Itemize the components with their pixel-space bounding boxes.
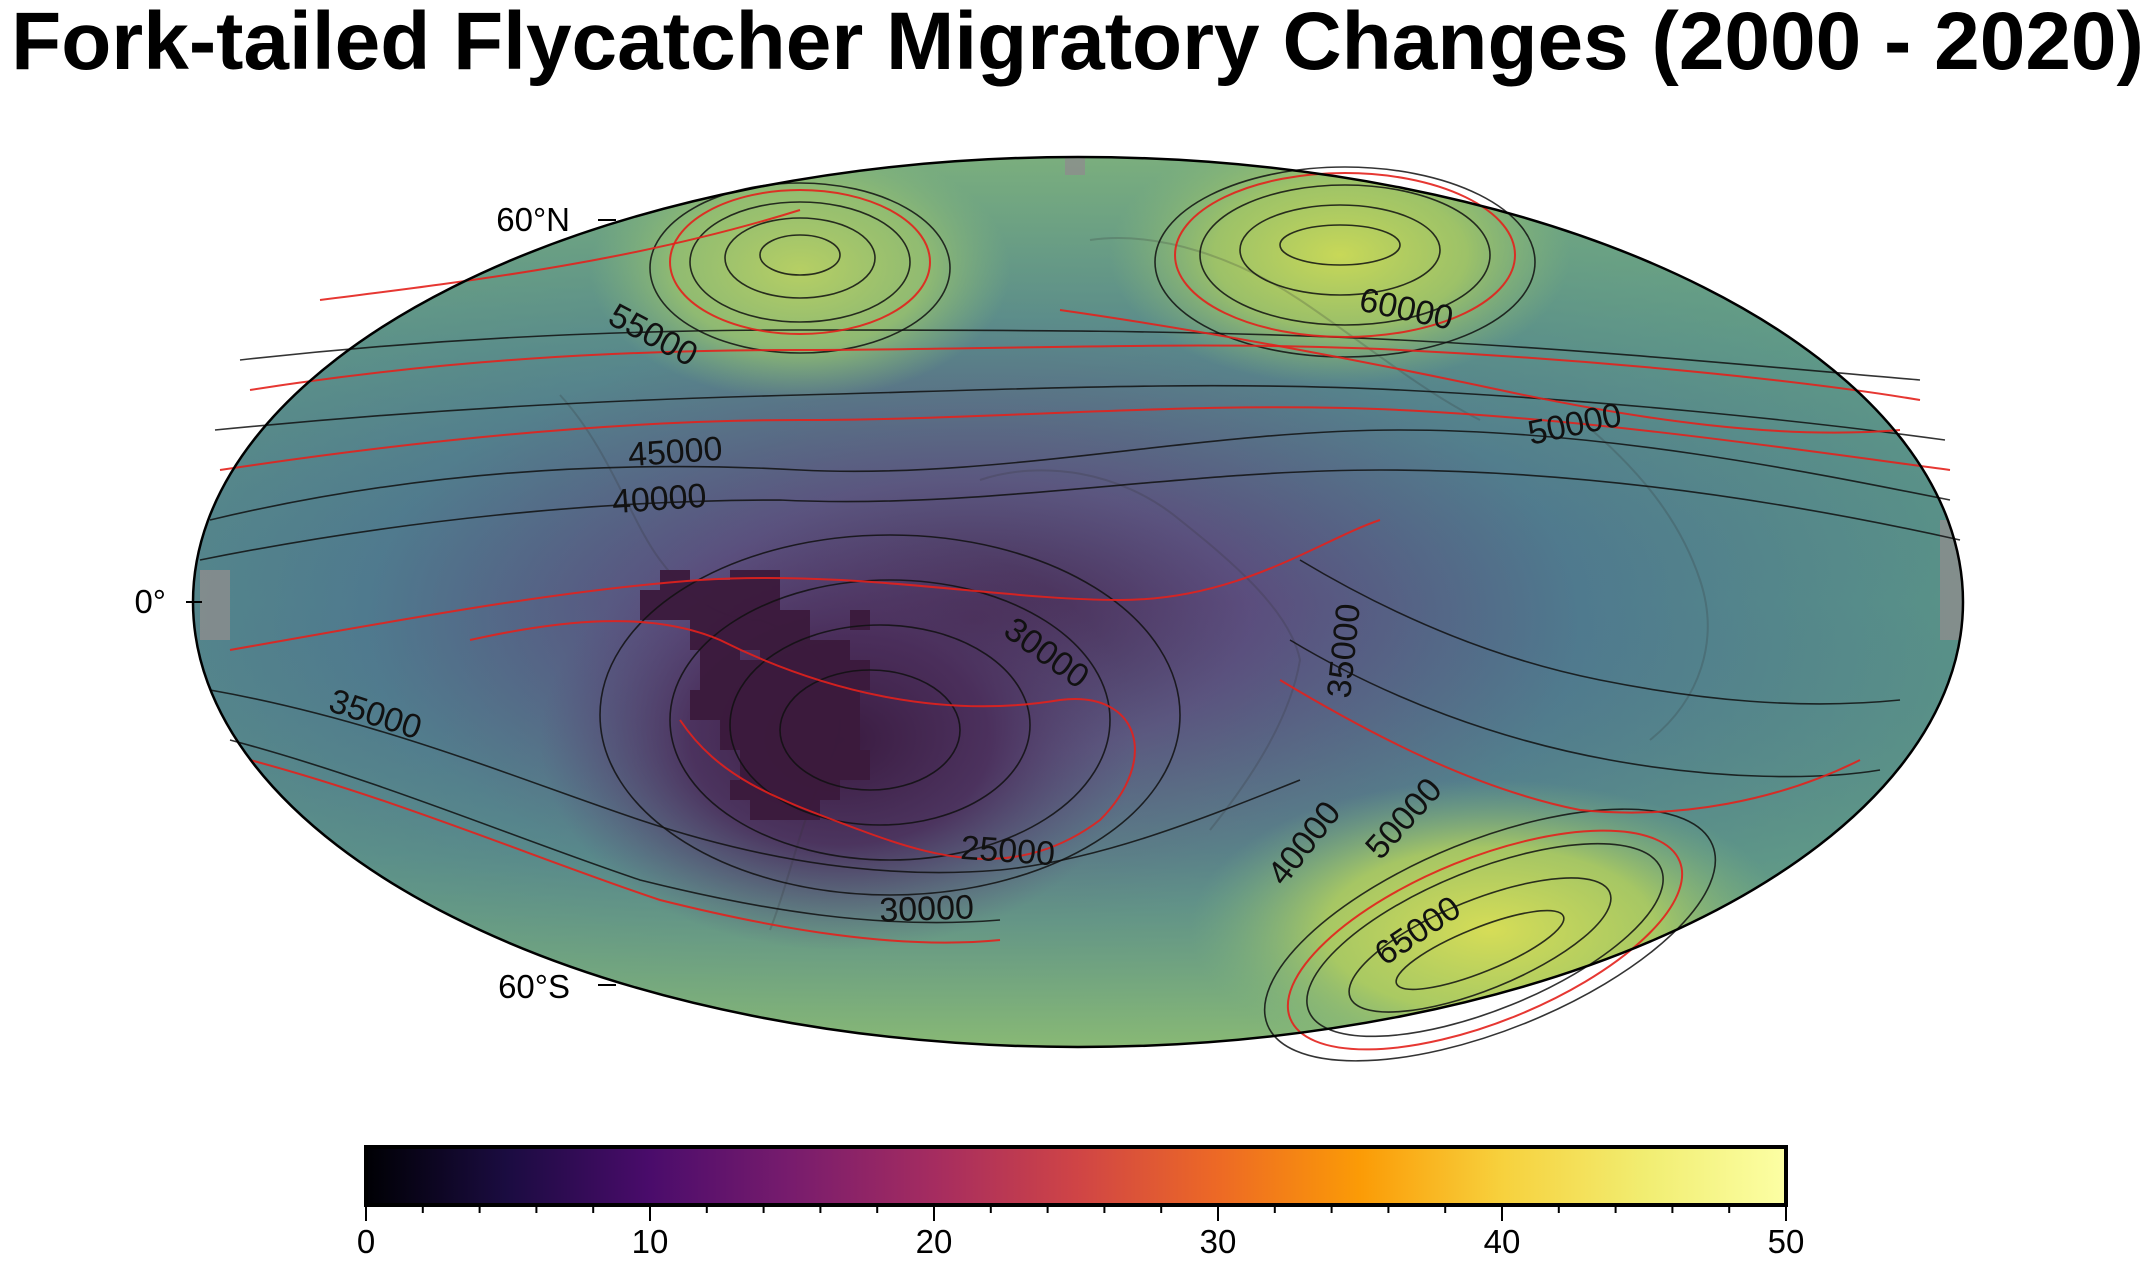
contour-label: 25000 xyxy=(959,829,1056,874)
latitude-axis: 60°N 0° 60°S xyxy=(134,201,616,1005)
colorbar-tick-label-10: 10 xyxy=(632,1223,669,1260)
occurrence-overlay xyxy=(640,570,870,820)
colorbar: 0 10 20 30 40 50 xyxy=(357,1145,1805,1260)
lat-label-60s: 60°S xyxy=(498,968,570,1005)
colorbar-tick-label-30: 30 xyxy=(1200,1223,1237,1260)
colorbar-tick-label-0: 0 xyxy=(357,1223,375,1260)
contour-label: 40000 xyxy=(611,477,708,522)
major-contours xyxy=(219,172,1951,1051)
colorbar-tick-label-40: 40 xyxy=(1484,1223,1521,1260)
colorbar-ticks xyxy=(365,1205,1787,1221)
contour-label: 45000 xyxy=(627,430,724,475)
map-field xyxy=(193,157,1963,1047)
lat-label-0: 0° xyxy=(134,583,166,620)
colorbar-tick-label-20: 20 xyxy=(916,1223,953,1260)
colorbar-tick-label-50: 50 xyxy=(1768,1223,1805,1260)
colorbar-gradient xyxy=(364,1145,1788,1207)
contour-label: 30000 xyxy=(879,888,975,929)
map-title: Fork-tailed Flycatcher Migratory Changes… xyxy=(11,0,2144,87)
colorbar-tick-labels: 0 10 20 30 40 50 xyxy=(357,1223,1805,1260)
minor-contours xyxy=(199,166,1961,1062)
lat-label-60n: 60°N xyxy=(496,201,570,238)
